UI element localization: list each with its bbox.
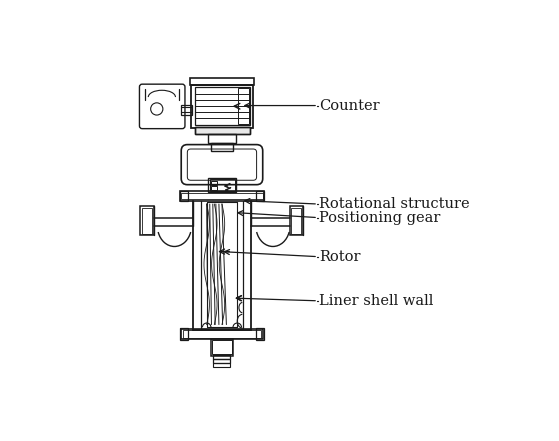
Bar [214,355,230,359]
Text: Positioning gear: Positioning gear [319,211,440,224]
Bar [181,193,263,199]
Bar [211,339,233,356]
Bar [181,329,263,339]
Bar [212,340,232,355]
Bar [195,87,250,125]
Bar [211,186,216,190]
Bar [183,330,261,338]
Bar [190,78,254,85]
Bar [210,179,235,191]
Text: Liner shell wall: Liner shell wall [319,294,433,308]
Bar [195,127,250,135]
Bar [140,206,154,235]
Bar [211,142,233,151]
Bar [209,134,236,143]
Text: Rotational structure: Rotational structure [319,197,470,211]
Text: Rotor: Rotor [319,250,360,264]
Bar [191,85,253,127]
Bar [179,328,188,340]
Bar [214,363,230,367]
Bar [256,328,264,340]
Bar [214,359,230,363]
Bar [142,208,153,234]
Text: Counter: Counter [319,98,380,112]
Bar [195,127,250,135]
Bar [291,208,301,234]
Bar [290,206,304,235]
Bar [256,191,264,201]
Bar [179,191,188,201]
Bar [238,88,249,124]
Bar [209,178,236,192]
Bar [179,191,264,201]
Bar [181,105,192,115]
Bar [211,181,216,185]
